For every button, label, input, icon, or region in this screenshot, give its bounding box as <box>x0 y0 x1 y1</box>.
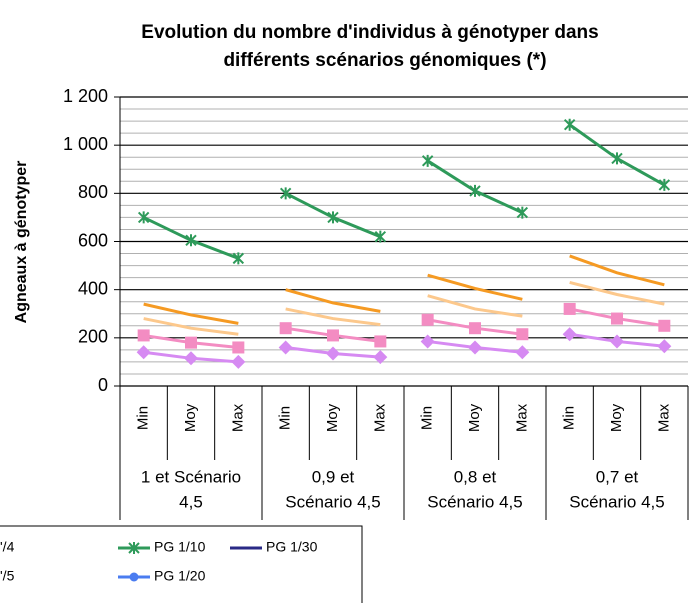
marker <box>231 354 246 369</box>
group-label: Scénario 4,5 <box>427 492 522 511</box>
marker <box>128 542 140 554</box>
legend-label: '/5 <box>0 568 15 584</box>
marker <box>469 184 481 197</box>
marker <box>374 335 387 348</box>
y-tick-label: 800 <box>78 182 108 202</box>
marker <box>137 329 150 342</box>
marker <box>136 345 151 360</box>
marker <box>421 154 434 167</box>
chart-title: Evolution du nombre d'individus à génoty… <box>141 22 598 43</box>
group-label: 4,5 <box>179 492 203 511</box>
marker <box>279 322 292 335</box>
marker <box>516 328 529 341</box>
marker <box>129 572 139 582</box>
series-line <box>569 280 665 306</box>
series-line <box>427 294 523 318</box>
marker <box>374 230 387 243</box>
series-line <box>285 288 381 313</box>
series-line <box>427 273 523 301</box>
x-tick-label: Max <box>229 403 246 432</box>
marker <box>185 234 197 247</box>
marker <box>232 341 245 354</box>
y-tick-label: 1 000 <box>63 134 108 154</box>
legend-label: PG 1/30 <box>266 539 318 555</box>
x-tick-label: Min <box>561 406 578 430</box>
marker <box>515 345 530 360</box>
x-tick-label: Moy <box>182 403 199 432</box>
marker <box>468 340 482 355</box>
group-label: 0,8 et <box>454 467 497 486</box>
marker <box>185 336 197 349</box>
marker <box>373 350 388 365</box>
marker <box>327 329 339 342</box>
marker <box>562 327 577 342</box>
group-label: Scénario 4,5 <box>285 492 380 511</box>
marker <box>279 187 292 200</box>
x-tick-label: Max <box>655 403 672 432</box>
y-tick-label: 600 <box>78 230 108 250</box>
marker <box>610 334 624 349</box>
legend-box <box>0 525 363 603</box>
marker <box>137 211 150 224</box>
marker <box>611 312 623 325</box>
x-tick-label: Moy <box>324 403 341 432</box>
marker <box>421 313 434 326</box>
marker <box>563 118 576 131</box>
marker <box>184 351 198 366</box>
legend-label: PG 1/10 <box>154 539 206 555</box>
marker <box>657 339 672 354</box>
y-tick-label: 400 <box>78 278 108 298</box>
x-tick-label: Min <box>419 406 436 430</box>
marker <box>326 346 340 361</box>
group-label: 1 et Scénario <box>141 467 241 486</box>
y-axis-label: Agneaux à génotyper <box>13 161 30 324</box>
marker <box>658 178 671 191</box>
marker <box>232 252 245 265</box>
marker <box>469 322 481 335</box>
x-tick-label: Min <box>135 406 152 430</box>
series-line <box>285 307 381 327</box>
group-label: 0,7 et <box>596 467 639 486</box>
y-tick-label: 200 <box>78 327 108 347</box>
marker <box>563 302 576 315</box>
y-tick-label: 1 200 <box>63 86 108 106</box>
legend-label: '/4 <box>0 539 15 555</box>
group-label: 0,9 et <box>312 467 355 486</box>
x-tick-label: Min <box>277 406 294 430</box>
marker <box>327 211 339 224</box>
legend-label: PG 1/20 <box>154 568 206 584</box>
marker <box>278 340 293 355</box>
marker <box>516 206 529 219</box>
x-tick-label: Max <box>371 403 388 432</box>
series-line <box>569 254 665 287</box>
x-tick-label: Moy <box>466 403 483 432</box>
group-label: Scénario 4,5 <box>569 492 664 511</box>
marker <box>420 334 435 349</box>
x-tick-label: Max <box>513 403 530 432</box>
marker <box>611 152 623 165</box>
x-tick-label: Moy <box>608 403 625 432</box>
marker <box>658 319 671 332</box>
chart-title: différents scénarios génomiques (*) <box>223 50 546 71</box>
y-tick-label: 0 <box>98 375 108 395</box>
